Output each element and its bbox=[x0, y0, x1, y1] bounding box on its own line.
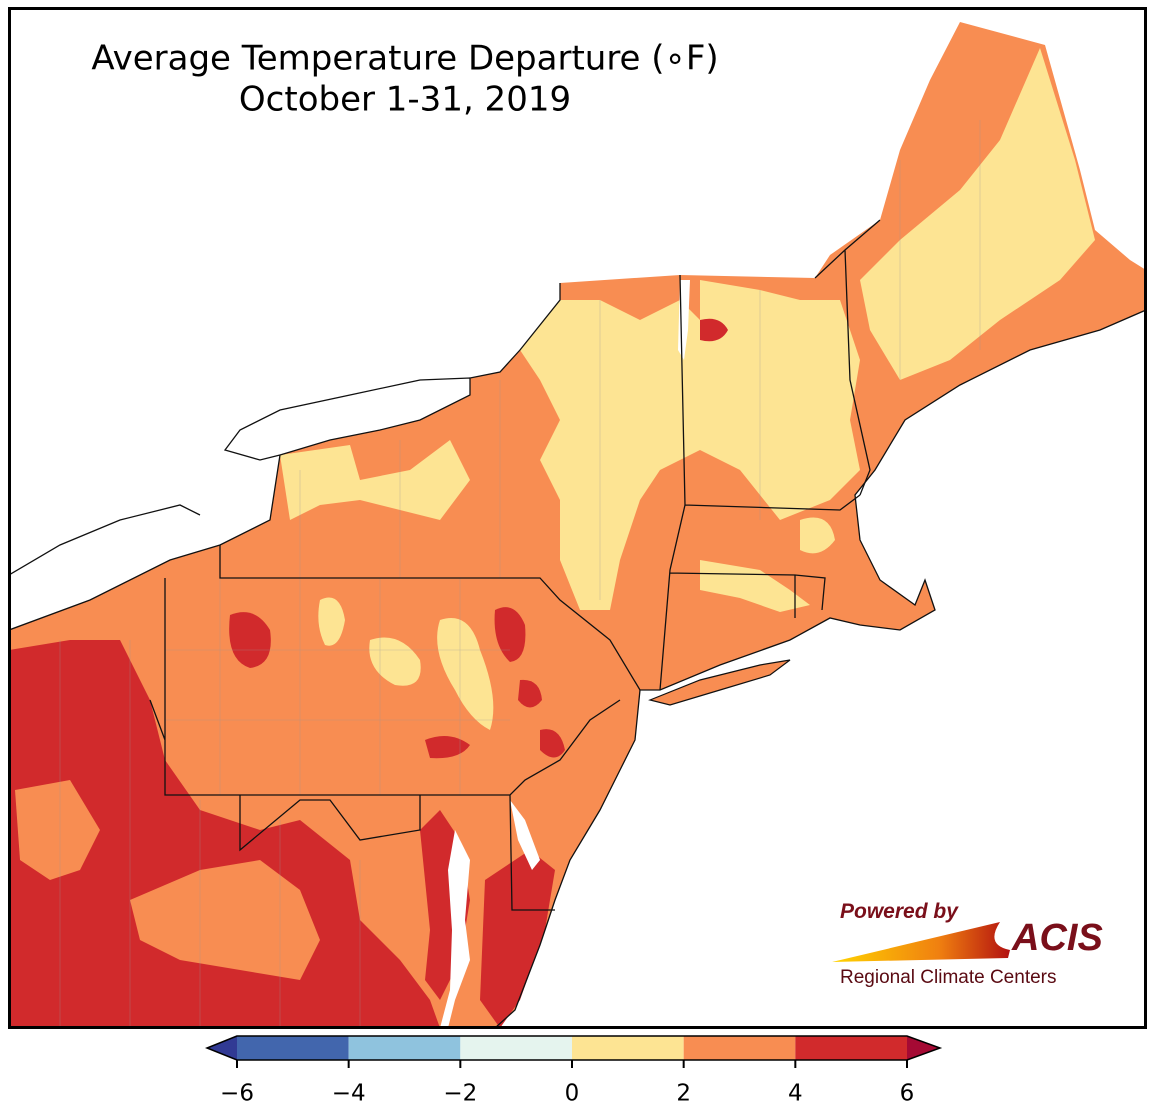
map-frame bbox=[8, 7, 1147, 1029]
region bbox=[520, 280, 860, 610]
region bbox=[369, 637, 421, 686]
map-title: Average Temperature Departure (∘F) bbox=[91, 39, 718, 79]
region bbox=[700, 318, 728, 342]
region bbox=[130, 860, 320, 980]
region bbox=[437, 618, 494, 730]
colorbar-tick-label: 4 bbox=[788, 1081, 803, 1107]
region bbox=[860, 48, 1095, 380]
county-lines bbox=[59, 120, 981, 1027]
region bbox=[318, 597, 345, 646]
colorbar-bin bbox=[572, 1036, 684, 1060]
colorbar-bin bbox=[795, 1036, 907, 1060]
logo-tagline: Regional Climate Centers bbox=[840, 967, 1057, 988]
bay bbox=[510, 800, 540, 870]
region bbox=[540, 729, 565, 758]
colorbar-over bbox=[907, 1036, 940, 1060]
warm-high-regions bbox=[10, 318, 728, 1027]
state-borders bbox=[149, 219, 881, 911]
region bbox=[15, 780, 100, 880]
colorbar-bin bbox=[237, 1036, 349, 1060]
region bbox=[229, 612, 271, 668]
colorbar-tick-label: −6 bbox=[220, 1081, 254, 1107]
region bbox=[700, 560, 810, 612]
coastline bbox=[495, 309, 1145, 1027]
bay bbox=[440, 830, 470, 1027]
colorbar-tick-label: 2 bbox=[676, 1081, 691, 1107]
colorbar-tick-label: 6 bbox=[900, 1081, 915, 1107]
region bbox=[480, 850, 555, 1027]
lake-shore bbox=[10, 283, 561, 631]
colorbar-bin bbox=[348, 1036, 461, 1060]
acis-logo: Powered by ACIS Regional Climate Centers bbox=[832, 900, 1103, 988]
map-subtitle: October 1-31, 2019 bbox=[239, 80, 571, 120]
region bbox=[280, 440, 470, 520]
region bbox=[425, 736, 470, 759]
map bbox=[10, 22, 1145, 1027]
warm-low-regions bbox=[280, 48, 1095, 730]
region bbox=[494, 607, 526, 662]
colorbar-bin bbox=[683, 1036, 796, 1060]
region bbox=[10, 640, 440, 1027]
colorbar-under bbox=[207, 1036, 237, 1060]
colorbar-tick-label: −2 bbox=[443, 1081, 477, 1107]
long-island bbox=[648, 659, 791, 706]
colorbar-bin bbox=[460, 1036, 572, 1060]
colorbar: −6 −4 −2 0 2 4 6 bbox=[204, 1035, 943, 1107]
region bbox=[800, 517, 835, 554]
colorbar-tick-label: 0 bbox=[565, 1081, 580, 1107]
logo-swoosh bbox=[832, 922, 1010, 962]
colorbar-tick-label: −4 bbox=[332, 1081, 366, 1107]
logo-name: ACIS bbox=[1011, 917, 1103, 959]
region bbox=[518, 679, 542, 708]
logo-powered-by: Powered by bbox=[840, 900, 959, 923]
